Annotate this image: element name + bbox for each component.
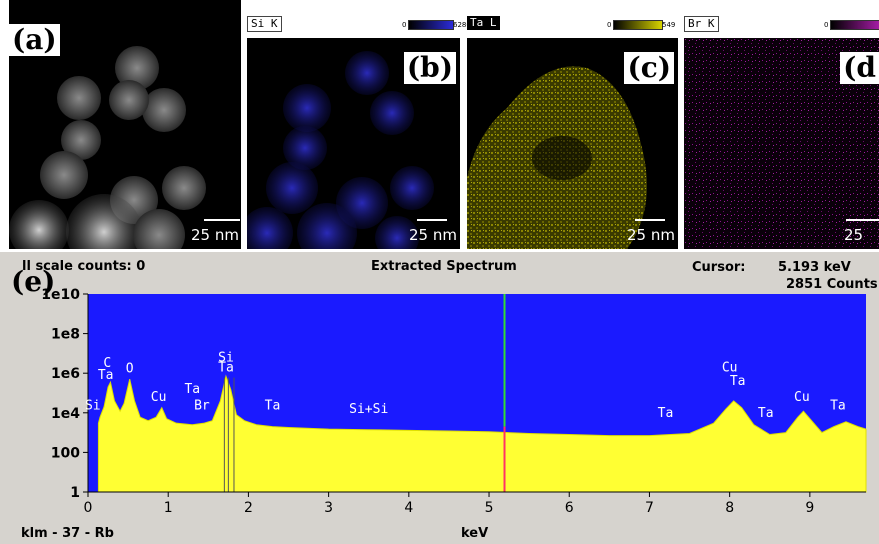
x-tick-label: 4 (404, 500, 413, 516)
peak-label: Si+Si (349, 402, 388, 417)
x-tick-label: 5 (485, 500, 494, 516)
peak-label: Ta (830, 398, 846, 413)
si-map-panel: (b) 25 nm (247, 38, 460, 249)
peak-label: Ta (98, 368, 114, 383)
spectrum-title: Extracted Spectrum (371, 259, 517, 274)
si-map-image (247, 51, 434, 249)
spectrum-area (97, 374, 867, 493)
spectrum-window: ll scale counts: 0 Extracted Spectrum Cu… (0, 252, 879, 544)
ta-map-panel: (c) 25 nm (467, 38, 678, 249)
y-tick-label: 1e6 (51, 366, 80, 382)
scale-label: 25 nm (409, 226, 457, 244)
panel-label-b: (b) (403, 52, 456, 84)
br-map-panel: (d 25 nm (684, 38, 879, 249)
scale-label: 25 nm (844, 226, 868, 249)
cursor-label: Cursor: (692, 260, 746, 275)
peak-label: Ta (184, 382, 200, 397)
scale-label: 25 nm (191, 226, 239, 244)
panel-label-a: (a) (9, 24, 60, 56)
br-map-header: Br K 0 (684, 14, 879, 38)
x-tick-label: 2 (244, 500, 253, 516)
ta-map-image (467, 66, 647, 249)
element-tag-si: Si K (247, 16, 282, 32)
peak-label: Br (194, 398, 210, 413)
haadf-image-panel: (a) 25 nm (9, 0, 241, 249)
peak-label: Cu (794, 390, 810, 405)
x-tick-label: 6 (565, 500, 574, 516)
peak-label: Ta (218, 361, 234, 376)
si-map-header: Si K 0 6286 (247, 14, 471, 38)
x-tick-label: 9 (805, 500, 814, 516)
colorbar-min: 0 (607, 21, 612, 29)
colorbar-min: 0 (402, 21, 407, 29)
scale-bar (635, 219, 665, 221)
y-tick-label: 1e10 (41, 287, 80, 303)
x-tick-label: 8 (725, 500, 734, 516)
colorbar-si (408, 20, 454, 30)
peak-label: C (103, 356, 111, 371)
y-tick-label: 1 (70, 485, 80, 501)
y-tick-label: 1e4 (51, 406, 80, 422)
y-tick-label: 1e8 (51, 327, 80, 343)
peak-label: Cu (722, 361, 738, 376)
scale-bar (417, 219, 447, 221)
cursor-counts: 2851 Counts (786, 277, 878, 292)
element-tag-br: Br K (684, 16, 719, 32)
peak-label: Ta (265, 398, 281, 413)
panel-label-e: (e) (11, 265, 56, 298)
x-tick-label: 7 (645, 500, 654, 516)
colorbar-br (830, 20, 879, 30)
peak-label: Cu (151, 390, 167, 405)
colorbar-ta (613, 20, 663, 30)
panel-label-d: (d (840, 52, 879, 84)
cursor-kev: 5.193 keV (778, 260, 851, 275)
peak-label: Si (218, 350, 234, 365)
footer-label: klm - 37 - Rb (21, 526, 114, 541)
scale-bar (846, 219, 879, 221)
panel-label-c: (c) (624, 52, 674, 84)
ta-map-header: Ta L 0 549 (467, 14, 678, 38)
scale-label: 25 nm (627, 226, 675, 244)
peak-label: Ta (730, 374, 746, 389)
haadf-image (9, 46, 206, 249)
peak-label: Si (85, 398, 101, 413)
element-tag-ta: Ta L (467, 16, 500, 30)
full-scale-counts: ll scale counts: 0 (22, 259, 146, 274)
colorbar-max: 549 (662, 21, 676, 29)
x-tick-label: 1 (164, 500, 173, 516)
x-tick-label: 0 (84, 500, 93, 516)
colorbar-max: 6286 (453, 21, 471, 29)
peak-label: O (126, 361, 134, 376)
x-axis-label: keV (461, 526, 489, 541)
peak-label: Ta (758, 406, 774, 421)
scale-bar (204, 219, 240, 221)
peak-label: Ta (658, 406, 674, 421)
y-tick-label: 100 (51, 445, 80, 461)
colorbar-min: 0 (824, 21, 829, 29)
x-tick-label: 3 (324, 500, 333, 516)
